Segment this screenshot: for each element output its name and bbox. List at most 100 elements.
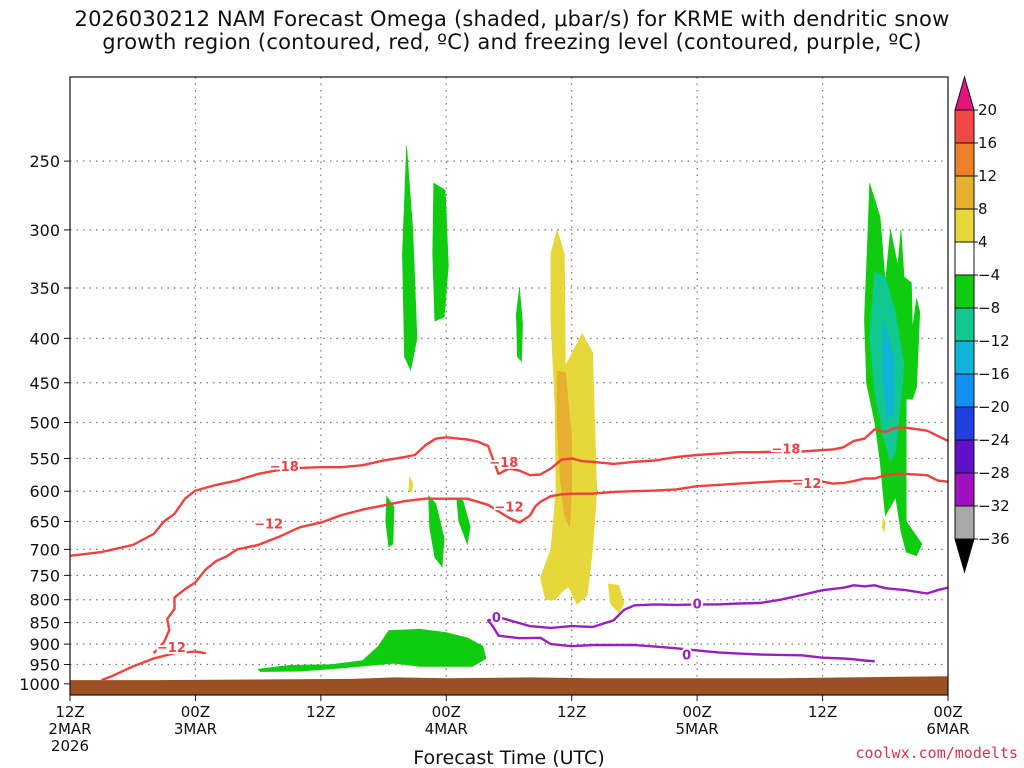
omega-shaded-region bbox=[881, 517, 886, 533]
colorbar-bin bbox=[954, 439, 975, 474]
colorbar-tick-label: −16 bbox=[978, 365, 1010, 383]
omega-shaded-region bbox=[385, 495, 395, 548]
x-tick-label: 12Z bbox=[306, 703, 335, 721]
freezing-level-contour bbox=[498, 584, 948, 630]
colorbar-bin bbox=[954, 307, 975, 342]
y-tick-label: 700 bbox=[29, 540, 60, 559]
colorbar-tick-label: −12 bbox=[978, 332, 1010, 350]
omega-shaded-region bbox=[881, 318, 894, 420]
y-tick-label: 250 bbox=[29, 152, 60, 171]
contour-label: −12 bbox=[254, 518, 283, 533]
colorbar-bin bbox=[954, 406, 975, 441]
colorbar-tick-label: 8 bbox=[978, 200, 988, 218]
colorbar-tick-label: −20 bbox=[978, 398, 1010, 416]
contour-labels: −18 −18 −18 −12 −12 −12 −12 0 0 0 bbox=[155, 441, 823, 666]
colorbar-bin bbox=[954, 208, 975, 243]
colorbar-tick-label: 20 bbox=[978, 101, 997, 119]
colorbar-tick-label: −24 bbox=[978, 431, 1010, 449]
contour-label: 0 bbox=[492, 611, 501, 626]
contour-label: 0 bbox=[682, 648, 691, 663]
dendritic-contour bbox=[100, 650, 207, 682]
y-tick-label: 900 bbox=[29, 635, 60, 654]
omega-shaded-region bbox=[456, 498, 471, 546]
x-tick-label: 00Z bbox=[933, 703, 962, 721]
freezing-level-contour bbox=[486, 616, 875, 663]
x-tick-label: 4MAR bbox=[425, 720, 468, 738]
omega-shaded-region bbox=[257, 628, 487, 672]
x-tick-label: 6MAR bbox=[926, 720, 969, 738]
contour-label: −12 bbox=[495, 501, 524, 516]
credit-text: coolwx.com/modelts bbox=[855, 744, 1018, 762]
title-line-2: growth region (contoured, red, ºC) and f… bbox=[102, 30, 922, 54]
y-tick-label: 500 bbox=[29, 413, 60, 432]
contour-label: −18 bbox=[489, 456, 518, 471]
x-tick-label: 00Z bbox=[432, 703, 461, 721]
colorbar-bin bbox=[954, 340, 975, 375]
colorbar-tick-label: 16 bbox=[978, 134, 997, 152]
chart-title: 2026030212 NAM Forecast Omega (shaded, μ… bbox=[0, 8, 1024, 54]
colorbar-bin bbox=[954, 505, 975, 540]
y-tick-label: 950 bbox=[29, 656, 60, 675]
colorbar-tick-label: −4 bbox=[978, 266, 1000, 284]
omega-shaded-region bbox=[515, 287, 523, 362]
y-tick-label: 350 bbox=[29, 279, 60, 298]
colorbar-bin bbox=[954, 142, 975, 177]
omega-shading bbox=[257, 145, 923, 672]
y-tick-label: 750 bbox=[29, 566, 60, 585]
grid bbox=[70, 77, 948, 695]
omega-shaded-region bbox=[402, 145, 418, 371]
omega-shaded-region bbox=[432, 182, 449, 322]
colorbar-bin bbox=[954, 274, 975, 309]
colorbar-tick-label: −36 bbox=[978, 530, 1010, 548]
contour-label: 0 bbox=[693, 597, 702, 612]
y-axis: 250 300 350 400 450 500 550 600 650 700 750 800 850 9… bbox=[19, 152, 70, 694]
ground-layer bbox=[70, 676, 948, 695]
colorbar-bin bbox=[954, 241, 975, 276]
x-tick-label: 00Z bbox=[682, 703, 711, 721]
colorbar-tick-label: −8 bbox=[978, 299, 1000, 317]
colorbar-bin bbox=[954, 373, 975, 408]
y-tick-label: 850 bbox=[29, 614, 60, 633]
omega-shaded-region bbox=[428, 494, 445, 568]
y-tick-label: 300 bbox=[29, 221, 60, 240]
dendritic-contour bbox=[70, 426, 948, 557]
y-tick-label: 650 bbox=[29, 512, 60, 531]
colorbar-bin bbox=[954, 472, 975, 507]
colorbar-tick-label: 12 bbox=[978, 167, 997, 185]
omega-shaded-region bbox=[408, 476, 414, 494]
ground-fill bbox=[70, 676, 948, 695]
dendritic-contour bbox=[152, 472, 948, 655]
x-axis-label: Forecast Time (UTC) bbox=[413, 747, 604, 768]
colorbar-bottom-arrow bbox=[954, 538, 975, 574]
colorbar: 20 16 12 8 4 −4 −8 −12 −16 −20 −24 −28 −32 −36 bbox=[954, 75, 1010, 574]
y-tick-label: 400 bbox=[29, 329, 60, 348]
x-tick-label: 00Z bbox=[181, 703, 210, 721]
x-tick-label: 12Z bbox=[557, 703, 586, 721]
colorbar-top-arrow bbox=[954, 75, 975, 111]
colorbar-tick-label: 4 bbox=[978, 233, 988, 251]
colorbar-tick-label: −28 bbox=[978, 464, 1010, 482]
x-tick-label: 12Z bbox=[808, 703, 837, 721]
contour-label: −18 bbox=[771, 443, 800, 458]
omega-shaded-region bbox=[556, 370, 573, 528]
colorbar-bin bbox=[954, 109, 975, 144]
contour-lines bbox=[70, 426, 948, 682]
y-tick-label: 450 bbox=[29, 374, 60, 393]
contour-label: −12 bbox=[792, 477, 821, 492]
x-tick-label: 12Z bbox=[55, 703, 84, 721]
y-tick-label: 1000 bbox=[19, 675, 60, 694]
title-line-1: 2026030212 NAM Forecast Omega (shaded, μ… bbox=[74, 7, 950, 31]
plot-frame bbox=[69, 76, 949, 696]
y-tick-label: 600 bbox=[29, 482, 60, 501]
y-tick-label: 800 bbox=[29, 591, 60, 610]
colorbar-bin bbox=[954, 175, 975, 210]
x-tick-label: 2MAR bbox=[48, 720, 91, 738]
x-tick-label: 2026 bbox=[51, 737, 89, 755]
contour-label: −12 bbox=[157, 641, 186, 656]
x-tick-label: 3MAR bbox=[174, 720, 217, 738]
omega-shaded-region bbox=[607, 583, 625, 614]
y-tick-label: 550 bbox=[29, 449, 60, 468]
x-tick-label: 5MAR bbox=[676, 720, 719, 738]
